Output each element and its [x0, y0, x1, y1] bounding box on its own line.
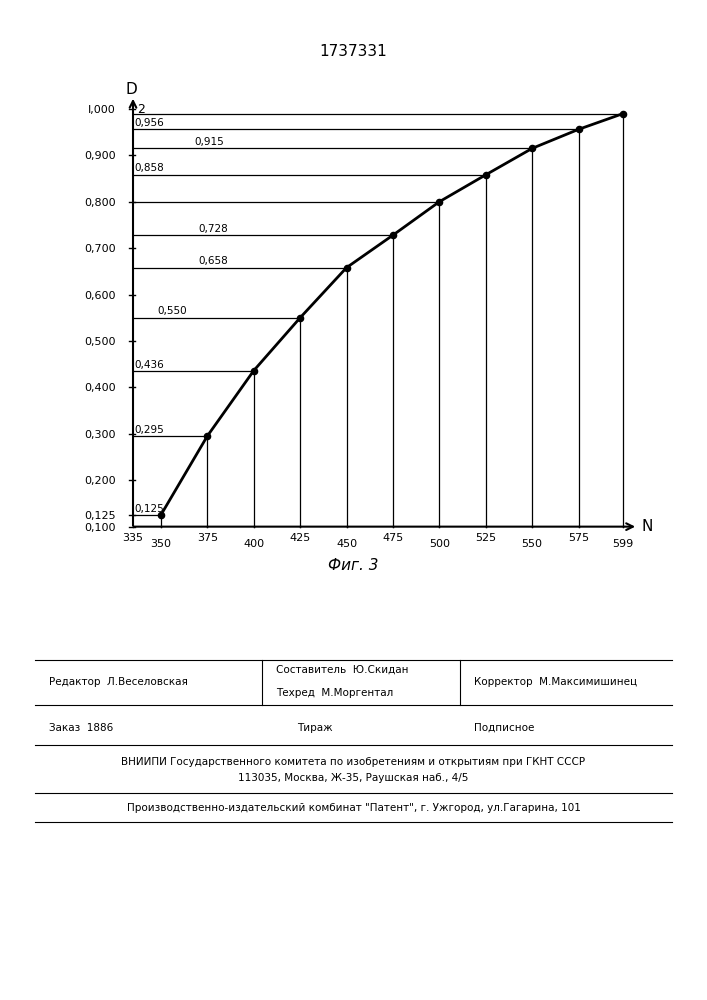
- Text: Составитель  Ю.Скидан: Составитель Ю.Скидан: [276, 665, 408, 675]
- Text: 450: 450: [336, 539, 357, 549]
- Text: 375: 375: [197, 533, 218, 543]
- Text: 0,550: 0,550: [157, 306, 187, 316]
- Point: [480, 167, 491, 183]
- Text: 475: 475: [382, 533, 404, 543]
- Text: N: N: [642, 519, 653, 534]
- Text: 0,436: 0,436: [135, 360, 165, 370]
- Point: [617, 106, 629, 122]
- Text: 1737331: 1737331: [320, 44, 387, 60]
- Text: 0,915: 0,915: [194, 137, 224, 147]
- Text: 575: 575: [568, 533, 589, 543]
- Text: 550: 550: [522, 539, 543, 549]
- Text: 0,728: 0,728: [198, 224, 228, 234]
- Text: 0,658: 0,658: [198, 256, 228, 266]
- Text: 113035, Москва, Ж-35, Раушская наб., 4/5: 113035, Москва, Ж-35, Раушская наб., 4/5: [238, 773, 469, 783]
- Text: 0,858: 0,858: [135, 163, 165, 173]
- Text: Заказ  1886: Заказ 1886: [49, 723, 114, 733]
- Point: [294, 310, 305, 326]
- Text: 400: 400: [243, 539, 264, 549]
- Text: 335: 335: [122, 533, 144, 543]
- Text: Редактор  Л.Веселовская: Редактор Л.Веселовская: [49, 677, 188, 687]
- Text: 500: 500: [429, 539, 450, 549]
- Text: 425: 425: [289, 533, 310, 543]
- Point: [573, 121, 584, 137]
- Text: Корректор  М.Максимишинец: Корректор М.Максимишинец: [474, 677, 637, 687]
- Text: Техред  М.Моргентал: Техред М.Моргентал: [276, 688, 393, 698]
- Text: 350: 350: [151, 539, 171, 549]
- Text: 599: 599: [612, 539, 633, 549]
- Point: [433, 194, 445, 210]
- Point: [201, 428, 213, 444]
- Text: ВНИИПИ Государственного комитета по изобретениям и открытиям при ГКНТ СССР: ВНИИПИ Государственного комитета по изоб…: [122, 757, 585, 767]
- Text: 2: 2: [136, 103, 145, 116]
- Text: D: D: [125, 82, 137, 97]
- Point: [341, 260, 352, 276]
- Text: Производственно-издательский комбинат "Патент", г. Ужгород, ул.Гагарина, 101: Производственно-издательский комбинат "П…: [127, 803, 580, 813]
- Point: [248, 363, 259, 379]
- Text: 0,295: 0,295: [135, 425, 165, 435]
- Text: Подписное: Подписное: [474, 723, 534, 733]
- Text: 525: 525: [475, 533, 496, 543]
- Text: Фиг. 3: Фиг. 3: [328, 558, 379, 572]
- Text: 0,956: 0,956: [135, 118, 165, 128]
- Point: [387, 227, 399, 243]
- Point: [156, 507, 167, 523]
- Text: Тираж: Тираж: [297, 723, 332, 733]
- Point: [527, 140, 538, 156]
- Text: 0,125: 0,125: [135, 504, 165, 514]
